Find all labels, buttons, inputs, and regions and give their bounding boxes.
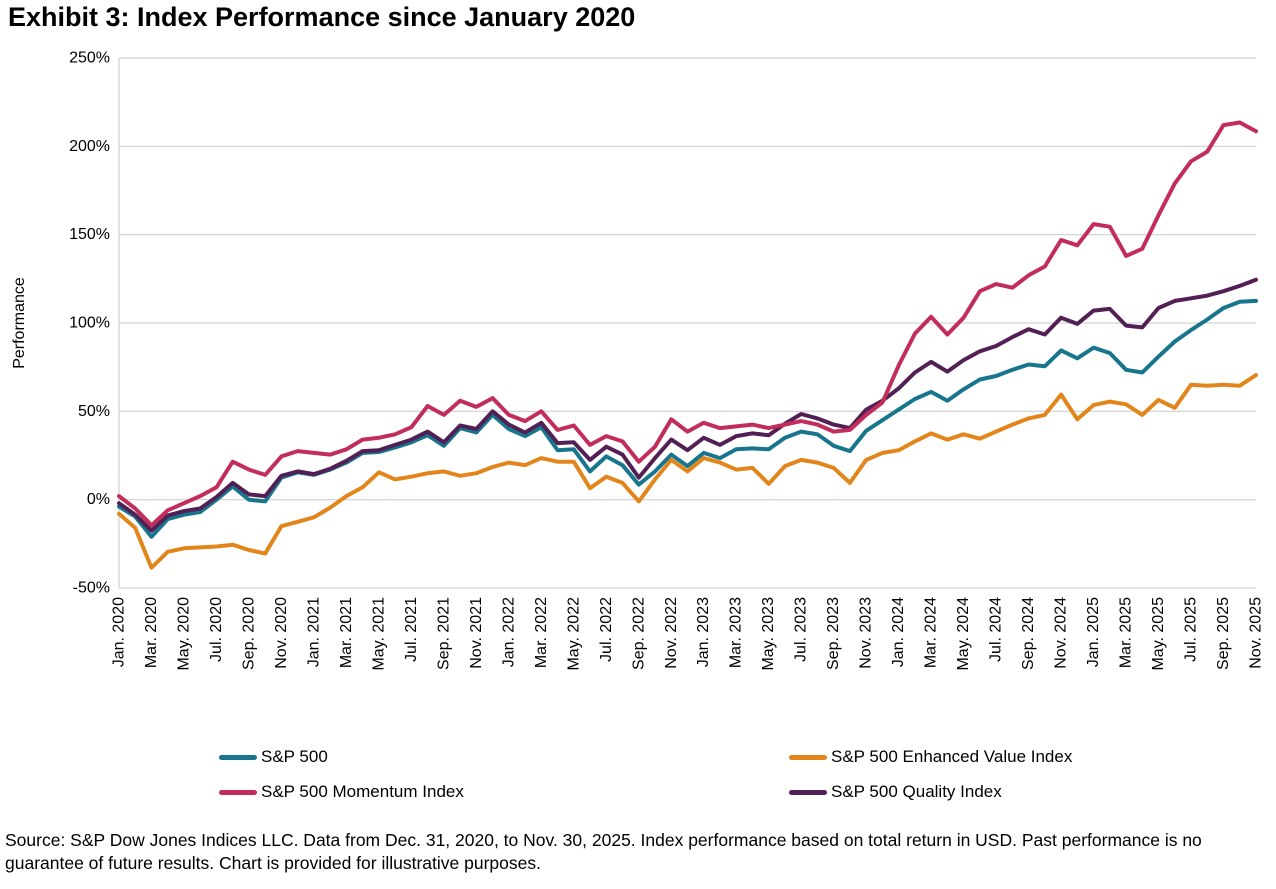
source-note: Source: S&P Dow Jones Indices LLC. Data … <box>5 830 1202 874</box>
legend-swatch <box>219 789 257 795</box>
x-tick-label: Mar. 2025 <box>1118 597 1135 668</box>
y-tick-label: 100% <box>69 315 110 332</box>
x-tick-label: Sep. 2021 <box>435 597 452 670</box>
y-tick-label: 0% <box>87 491 110 508</box>
x-tick-label: Jan. 2024 <box>890 597 907 667</box>
series-line-s-p-500-enhanced-value-index <box>117 373 1258 570</box>
x-tick-label: May. 2022 <box>565 597 582 671</box>
chart-title: Exhibit 3: Index Performance since Janua… <box>8 2 636 32</box>
x-tick-label: Nov. 2024 <box>1053 597 1070 669</box>
x-tick-label: Nov. 2020 <box>273 597 290 669</box>
x-tick-label: Jul. 2022 <box>598 597 615 662</box>
legend-label: S&P 500 Quality Index <box>831 782 1002 801</box>
series-line-s-p-500-quality-index <box>117 277 1258 533</box>
x-tick-label: Nov. 2022 <box>663 597 680 669</box>
y-tick-label: 250% <box>69 50 110 67</box>
y-tick-label: 200% <box>69 138 110 155</box>
x-tick-label: Jan. 2021 <box>305 597 322 667</box>
legend-label: S&P 500 <box>261 747 328 766</box>
x-tick-label: Sep. 2020 <box>240 597 257 670</box>
x-tick-label: Nov. 2021 <box>468 597 485 669</box>
legend-item-s-p-500-quality-index: S&P 500 Quality Index <box>789 779 1072 805</box>
x-tick-label: May. 2025 <box>1150 597 1167 671</box>
x-tick-label: Jan. 2025 <box>1085 597 1102 667</box>
x-tick-label: Jan. 2020 <box>111 597 128 667</box>
x-tick-label: Jul. 2020 <box>208 597 225 662</box>
x-tick-label: Sep. 2023 <box>825 597 842 670</box>
x-tick-label: Mar. 2020 <box>143 597 160 668</box>
y-axis-title: Performance <box>11 277 28 369</box>
x-tick-label: Mar. 2023 <box>728 597 745 668</box>
legend-item-s-p-500-enhanced-value-index: S&P 500 Enhanced Value Index <box>789 744 1072 770</box>
legend-swatch <box>219 754 257 760</box>
legend-label: S&P 500 Enhanced Value Index <box>831 747 1073 766</box>
legend-swatch <box>789 789 827 795</box>
x-tick-label: May. 2021 <box>370 597 387 671</box>
legend-item-s-p-500: S&P 500 <box>219 744 789 770</box>
x-tick-label: Mar. 2024 <box>923 597 940 668</box>
chart-legend: S&P 500 S&P 500 Enhanced Value Index S&P 5… <box>219 744 1072 805</box>
x-tick-label: Sep. 2022 <box>630 597 647 670</box>
performance-line-chart: -50% 0% 50% 100% 150% 200% 250% Performance Jan.… <box>11 50 1265 671</box>
x-tick-label: Jan. 2023 <box>695 597 712 667</box>
x-tick-label: Jul. 2024 <box>988 597 1005 662</box>
x-tick-label: May. 2024 <box>955 597 972 671</box>
series-line-s-p-500-momentum-index <box>117 120 1258 528</box>
series-line-s-p-500 <box>117 298 1258 539</box>
legend-swatch <box>789 754 827 760</box>
x-tick-label: May. 2023 <box>760 597 777 671</box>
legend-item-s-p-500-momentum-index: S&P 500 Momentum Index <box>219 779 789 805</box>
y-tick-label: 50% <box>78 403 110 420</box>
x-tick-label: Jan. 2022 <box>500 597 517 667</box>
y-tick-label: 150% <box>69 226 110 243</box>
x-tick-label: Nov. 2023 <box>858 597 875 669</box>
x-tick-label: Sep. 2024 <box>1020 597 1037 670</box>
x-tick-label: May. 2020 <box>176 597 193 671</box>
x-tick-label: Jul. 2023 <box>793 597 810 662</box>
x-tick-label: Jul. 2025 <box>1183 597 1200 662</box>
x-tick-label: Nov. 2025 <box>1248 597 1265 669</box>
legend-label: S&P 500 Momentum Index <box>261 782 464 801</box>
x-tick-label: Mar. 2021 <box>338 597 355 668</box>
y-tick-label: -50% <box>73 580 110 597</box>
x-tick-label: Jul. 2021 <box>403 597 420 662</box>
x-tick-label: Mar. 2022 <box>533 597 550 668</box>
x-tick-label: Sep. 2025 <box>1215 597 1232 670</box>
